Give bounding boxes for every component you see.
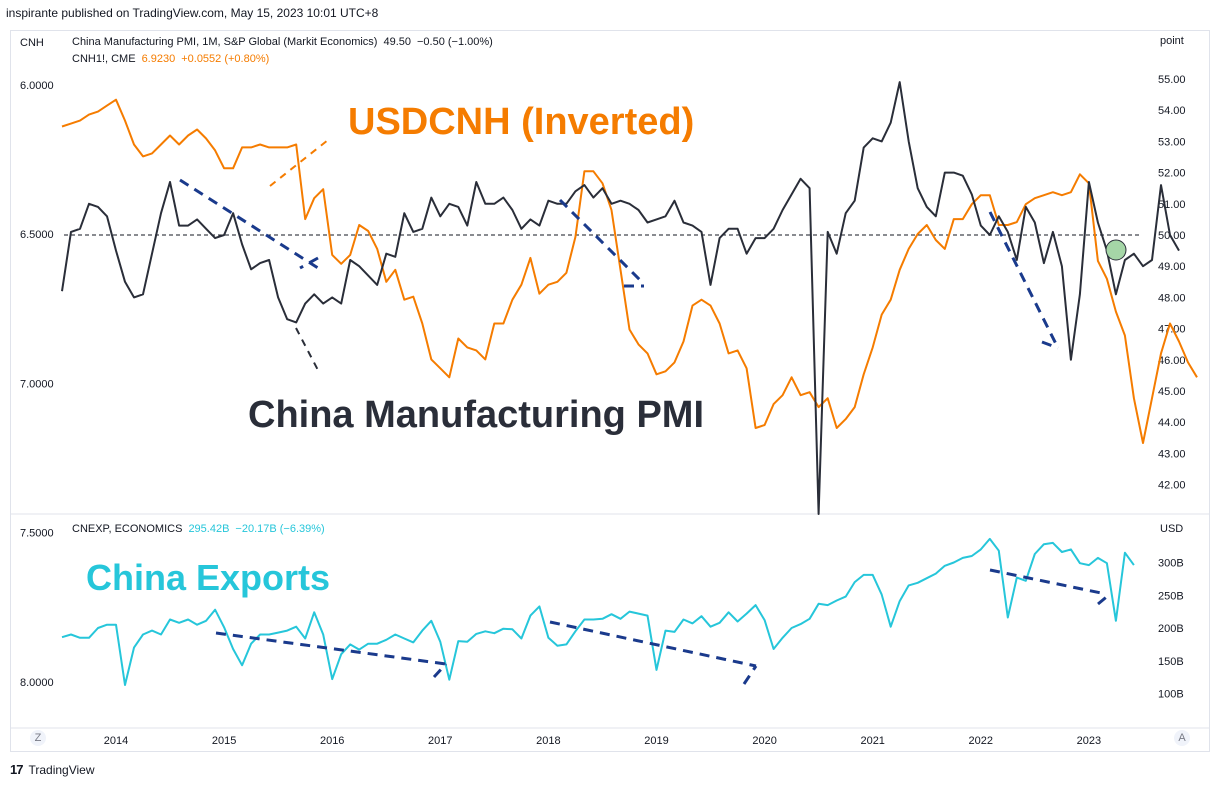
right-tick-label: 47.00	[1158, 324, 1186, 336]
pmi-annotation: China Manufacturing PMI	[248, 394, 704, 436]
lower-tick-label: 250B	[1158, 590, 1184, 602]
trend-line	[988, 211, 1060, 349]
trend-line	[558, 198, 642, 282]
trend-line	[549, 620, 757, 668]
pmi-legend: China Manufacturing PMI, 1M, S&P Global …	[72, 36, 493, 48]
right-tick-label: 42.00	[1158, 480, 1186, 492]
right-axis-unit: point	[1160, 35, 1184, 47]
footer-brand: TradingView	[28, 762, 95, 777]
cnh-legend-value: 6.9230	[142, 53, 176, 65]
x-tick-label: 2018	[536, 735, 560, 747]
left-tick-label: 6.5000	[20, 229, 54, 241]
right-tick-label: 48.00	[1158, 292, 1186, 304]
right-tick-label: 55.00	[1158, 74, 1186, 86]
chart-frame	[10, 30, 1210, 752]
exports-legend-title: CNEXP, ECONOMICS	[72, 523, 182, 535]
exports-legend-value: 295.42B	[188, 523, 229, 535]
cnh-legend-title: CNH1!, CME	[72, 53, 136, 65]
pmi-legend-change: −0.50 (−1.00%)	[417, 36, 493, 48]
left-tick-label: 8.0000	[20, 677, 54, 689]
x-tick-label: 2020	[752, 735, 776, 747]
exports-legend-change: −20.17B (−6.39%)	[235, 523, 324, 535]
pmi-legend-value: 49.50	[383, 36, 411, 48]
trend-line	[989, 568, 1107, 596]
lower-axis-unit: USD	[1160, 523, 1183, 535]
tradingview-logo-icon: 17	[10, 762, 24, 777]
exports-legend: CNEXP, ECONOMICS 295.42B −20.17B (−6.39%)	[72, 523, 325, 535]
right-tick-label: 52.00	[1158, 168, 1186, 180]
trend-line	[295, 327, 321, 375]
x-tick-label: 2014	[104, 735, 128, 747]
trend-annotations	[179, 139, 1111, 685]
right-tick-label: 43.00	[1158, 448, 1186, 460]
trend-line	[215, 631, 447, 666]
right-tick-label: 54.00	[1158, 105, 1186, 117]
x-tick-label: 2022	[969, 735, 993, 747]
trend-line	[432, 662, 448, 679]
left-axis-unit: CNH	[20, 37, 44, 49]
trend-line	[179, 178, 319, 270]
lower-tick-label: 200B	[1158, 623, 1184, 635]
left-tick-label: 7.0000	[20, 378, 54, 390]
lower-tick-label: 300B	[1158, 558, 1184, 570]
trend-line	[1041, 340, 1059, 350]
right-tick-label: 45.00	[1158, 386, 1186, 398]
pmi-series-line	[61, 81, 1180, 515]
cnh-legend: CNH1!, CME 6.9230 +0.0552 (+0.80%)	[72, 53, 269, 65]
x-tick-label: 2016	[320, 735, 344, 747]
x-tick-label: 2019	[644, 735, 668, 747]
exports-annotation: China Exports	[86, 557, 330, 598]
right-tick-label: 50.00	[1158, 230, 1186, 242]
trend-line	[1097, 592, 1111, 606]
pmi-legend-title: China Manufacturing PMI, 1M, S&P Global …	[72, 36, 377, 48]
usdcnh-annotation: USDCNH (Inverted)	[348, 101, 694, 143]
left-tick-label: 6.0000	[20, 80, 54, 92]
right-tick-label: 53.00	[1158, 136, 1186, 148]
right-tick-label: 44.00	[1158, 417, 1186, 429]
trend-line	[742, 665, 758, 685]
cnh-legend-change: +0.0552 (+0.80%)	[181, 53, 269, 65]
trend-line	[299, 256, 319, 270]
zoom-reset-button[interactable]: Z	[30, 730, 46, 746]
right-tick-label: 49.00	[1158, 261, 1186, 273]
right-tick-label: 46.00	[1158, 355, 1186, 367]
exports-series-line	[61, 537, 1135, 686]
x-tick-label: 2017	[428, 735, 452, 747]
right-tick-label: 51.00	[1158, 199, 1186, 211]
lower-tick-label: 150B	[1158, 656, 1184, 668]
x-tick-label: 2023	[1077, 735, 1101, 747]
current-pmi-marker	[1105, 239, 1127, 261]
lower-tick-label: 100B	[1158, 689, 1184, 701]
footer: 17 TradingView	[10, 762, 95, 777]
usdcnh-series-line	[61, 98, 1198, 444]
auto-scale-button[interactable]: A	[1174, 730, 1190, 746]
left-tick-label: 7.5000	[20, 528, 54, 540]
publisher-line: inspirante published on TradingView.com,…	[6, 6, 379, 20]
x-tick-label: 2021	[860, 735, 884, 747]
x-tick-label: 2015	[212, 735, 236, 747]
